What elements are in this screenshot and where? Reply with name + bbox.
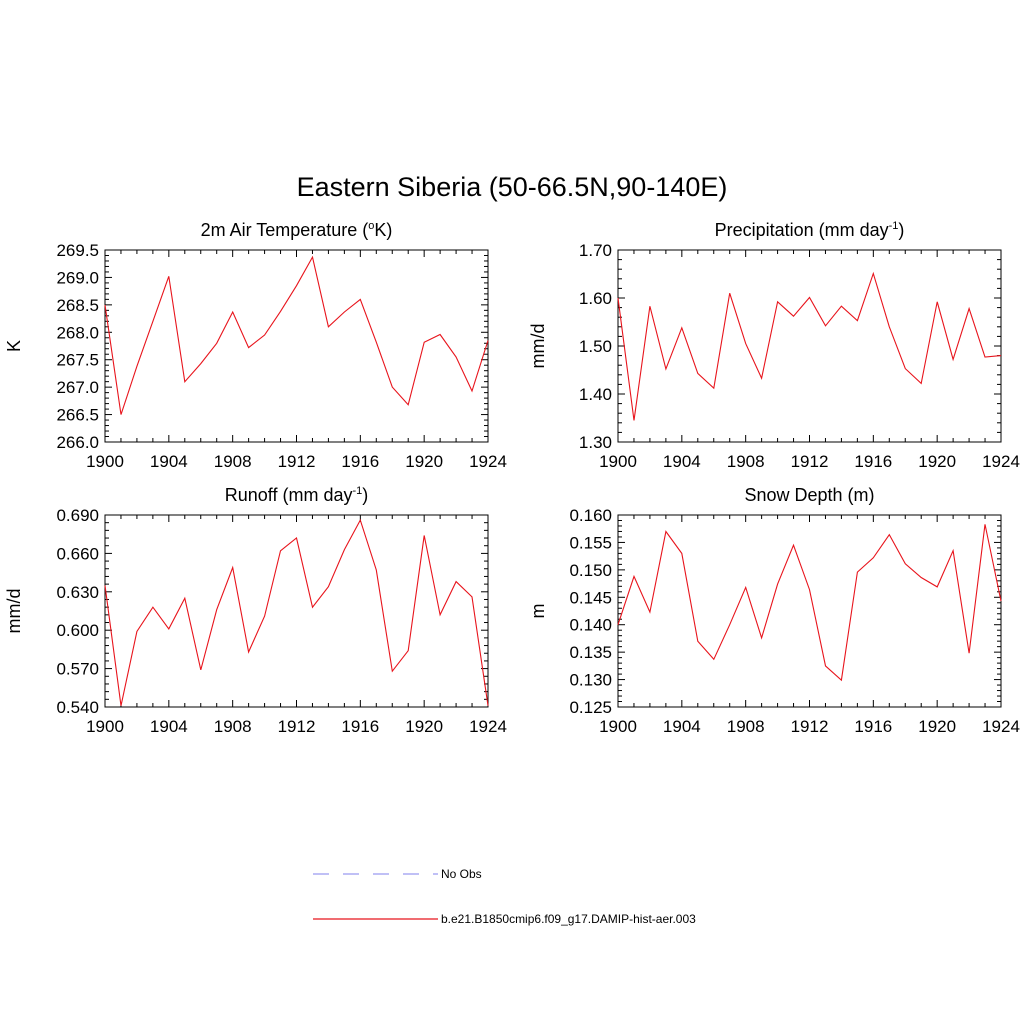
y-tick-label: 0.125	[569, 698, 612, 717]
y-tick-label: 269.0	[56, 268, 99, 287]
x-tick-label: 1920	[918, 717, 956, 736]
y-tick-label: 266.5	[56, 406, 99, 425]
y-tick-label: 1.70	[579, 241, 612, 260]
y-tick-label: 0.690	[56, 506, 99, 525]
y-tick-label: 0.130	[569, 671, 612, 690]
y-tick-label: 0.160	[569, 506, 612, 525]
x-tick-label: 1916	[341, 452, 379, 471]
x-tick-label: 1908	[727, 452, 765, 471]
y-tick-label: 268.0	[56, 323, 99, 342]
panel-title: Runoff (mm day-1)	[225, 485, 369, 505]
panels: 1900 1904 1908 1912 1916 1920 1924 266.0 266.5 26…	[4, 220, 1020, 736]
x-tick-label: 1916	[341, 717, 379, 736]
x-tick-label: 1920	[918, 452, 956, 471]
series-line-snow_depth	[617, 524, 1002, 682]
panel-snow_depth: 1900 1904 1908 1912 1916 1920 1924 0.125 0.130 0.…	[528, 485, 1020, 736]
x-tick-label: 1916	[854, 452, 892, 471]
y-tick-label: 0.140	[569, 616, 612, 635]
x-tick-label: 1920	[405, 717, 443, 736]
legend: No Obs b.e21.B1850cmip6.f09_g17.DAMIP-hi…	[313, 867, 696, 926]
y-tick-label: 1.30	[579, 433, 612, 452]
x-tick-label: 1924	[469, 452, 507, 471]
panel-title: Precipitation (mm day-1)	[715, 220, 905, 240]
y-tick-label: 0.145	[569, 588, 612, 607]
panel-title: Snow Depth (m)	[744, 485, 874, 505]
x-tick-label: 1924	[982, 452, 1020, 471]
x-tick-label: 1904	[663, 452, 701, 471]
figure-title: Eastern Siberia (50-66.5N,90-140E)	[297, 172, 728, 202]
y-tick-label: 269.5	[56, 241, 99, 260]
x-tick-label: 1920	[405, 452, 443, 471]
y-tick-label: 266.0	[56, 433, 99, 452]
x-tick-label: 1904	[663, 717, 701, 736]
x-tick-label: 1904	[150, 452, 188, 471]
series-line-precipitation	[617, 271, 1002, 421]
y-tick-label: 0.155	[569, 533, 612, 552]
y-tick-label: 1.60	[579, 289, 612, 308]
legend-label-obs: No Obs	[441, 867, 482, 881]
x-tick-label: 1912	[278, 717, 316, 736]
y-tick-label: 0.150	[569, 561, 612, 580]
y-tick-label: 0.135	[569, 643, 612, 662]
panel-title: 2m Air Temperature (oK)	[201, 220, 393, 240]
x-tick-label: 1900	[599, 452, 637, 471]
panel-precipitation: 1900 1904 1908 1912 1916 1920 1924 1.30 1.40 1.50…	[528, 220, 1020, 471]
y-tick-label: 0.660	[56, 544, 99, 563]
y-axis-label: mm/d	[528, 324, 548, 369]
y-tick-label: 267.0	[56, 378, 99, 397]
x-tick-label: 1912	[278, 452, 316, 471]
x-tick-label: 1900	[599, 717, 637, 736]
x-tick-label: 1904	[150, 717, 188, 736]
y-axis-label: m	[528, 604, 548, 619]
y-tick-label: 0.630	[56, 583, 99, 602]
x-tick-label: 1908	[214, 717, 252, 736]
plot-frame	[104, 249, 489, 443]
panel-temperature: 1900 1904 1908 1912 1916 1920 1924 266.0 266.5 26…	[4, 220, 507, 471]
plot-frame	[617, 249, 1002, 443]
x-tick-label: 1900	[86, 717, 124, 736]
x-tick-label: 1912	[791, 717, 829, 736]
x-tick-label: 1900	[86, 452, 124, 471]
y-tick-label: 0.570	[56, 660, 99, 679]
legend-label-model: b.e21.B1850cmip6.f09_g17.DAMIP-hist-aer.…	[441, 912, 696, 926]
y-axis-label: K	[4, 340, 24, 352]
y-axis-label: mm/d	[4, 589, 24, 634]
series-line-runoff	[104, 518, 489, 706]
series-line-temperature	[104, 255, 489, 415]
x-tick-label: 1924	[469, 717, 507, 736]
x-tick-label: 1908	[727, 717, 765, 736]
y-tick-label: 267.5	[56, 351, 99, 370]
x-tick-label: 1916	[854, 717, 892, 736]
x-tick-label: 1924	[982, 717, 1020, 736]
y-tick-label: 268.5	[56, 296, 99, 315]
y-tick-label: 0.540	[56, 698, 99, 717]
y-tick-label: 0.600	[56, 621, 99, 640]
x-tick-label: 1912	[791, 452, 829, 471]
plot-frame	[104, 514, 489, 708]
panel-runoff: 1900 1904 1908 1912 1916 1920 1924 0.540 0.570 0.…	[4, 485, 507, 736]
x-tick-label: 1908	[214, 452, 252, 471]
y-tick-label: 1.40	[579, 385, 612, 404]
y-tick-label: 1.50	[579, 337, 612, 356]
